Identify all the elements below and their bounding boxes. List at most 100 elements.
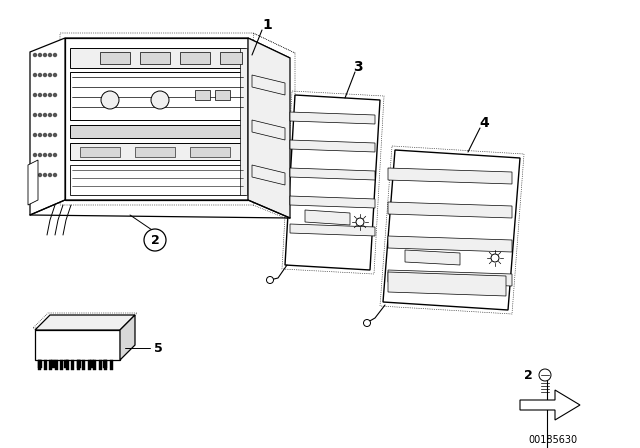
Polygon shape [99,360,102,370]
Polygon shape [30,38,65,215]
Polygon shape [305,210,350,225]
Circle shape [33,53,36,56]
Circle shape [33,73,36,77]
Polygon shape [252,120,285,140]
Polygon shape [103,360,107,368]
Text: 1: 1 [262,18,272,32]
Polygon shape [240,48,247,195]
Polygon shape [252,165,285,185]
Text: 2: 2 [524,369,532,382]
Text: 5: 5 [154,341,163,354]
Circle shape [54,73,56,77]
Polygon shape [88,360,90,370]
Polygon shape [388,202,512,218]
Circle shape [33,173,36,177]
Circle shape [44,113,47,116]
Polygon shape [60,360,63,370]
Polygon shape [82,360,85,370]
Circle shape [33,154,36,156]
Polygon shape [195,90,210,100]
Circle shape [356,218,364,226]
Circle shape [49,173,51,177]
Circle shape [38,173,42,177]
Circle shape [33,134,36,137]
Polygon shape [70,125,245,138]
Polygon shape [190,147,230,157]
Polygon shape [49,360,52,370]
Circle shape [49,53,51,56]
Polygon shape [383,150,520,310]
Circle shape [33,94,36,96]
Polygon shape [290,140,375,152]
Polygon shape [104,360,107,370]
Circle shape [49,154,51,156]
Circle shape [44,53,47,56]
Circle shape [539,369,551,381]
Text: 2: 2 [150,233,159,246]
Text: 4: 4 [479,116,489,130]
Circle shape [54,113,56,116]
Circle shape [151,91,169,109]
Polygon shape [405,250,460,265]
Polygon shape [28,160,38,205]
Circle shape [266,276,273,284]
Polygon shape [290,196,375,208]
Polygon shape [285,95,380,270]
Polygon shape [290,224,375,236]
Polygon shape [388,270,512,286]
Circle shape [38,94,42,96]
Polygon shape [70,143,245,160]
Polygon shape [220,52,242,64]
Circle shape [44,94,47,96]
Circle shape [54,94,56,96]
Circle shape [44,154,47,156]
Circle shape [44,73,47,77]
Polygon shape [77,360,79,370]
Polygon shape [71,360,74,370]
Polygon shape [388,236,512,252]
Polygon shape [388,272,506,296]
Polygon shape [35,330,120,360]
Text: 3: 3 [353,60,363,74]
Circle shape [38,154,42,156]
Circle shape [49,134,51,137]
Polygon shape [520,390,580,420]
Polygon shape [64,360,68,368]
Polygon shape [135,147,175,157]
Polygon shape [290,168,375,180]
Polygon shape [54,360,58,370]
Polygon shape [80,147,120,157]
Polygon shape [120,315,135,360]
Polygon shape [38,360,41,370]
Polygon shape [109,360,113,370]
Polygon shape [93,360,96,370]
Circle shape [38,53,42,56]
Polygon shape [44,360,47,370]
Polygon shape [388,168,512,184]
Circle shape [38,73,42,77]
Circle shape [38,134,42,137]
Circle shape [54,53,56,56]
Polygon shape [65,38,290,58]
Circle shape [44,173,47,177]
Circle shape [38,113,42,116]
Polygon shape [290,112,375,124]
Polygon shape [248,38,290,218]
Text: 00185630: 00185630 [529,435,577,445]
Circle shape [49,113,51,116]
Polygon shape [70,72,245,120]
Circle shape [144,229,166,251]
Polygon shape [38,360,42,368]
Polygon shape [252,75,285,95]
Circle shape [101,91,119,109]
Polygon shape [140,52,170,64]
Polygon shape [35,315,135,330]
Circle shape [54,134,56,137]
Polygon shape [77,360,81,368]
Polygon shape [70,48,245,68]
Polygon shape [180,52,210,64]
Polygon shape [215,90,230,100]
Circle shape [54,173,56,177]
Circle shape [44,134,47,137]
Circle shape [491,254,499,262]
